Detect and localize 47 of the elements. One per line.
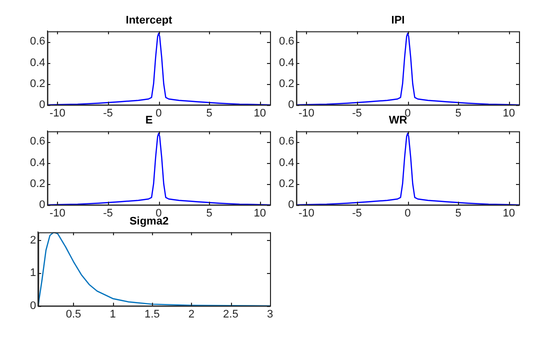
y-tick-label: 1 — [30, 267, 36, 280]
chart-title: IPI — [391, 14, 405, 27]
y-tick-label: 0.2 — [30, 78, 46, 90]
x-tick-label: -10 — [49, 107, 66, 120]
x-tick-label: -10 — [49, 207, 66, 220]
x-tick-label: -5 — [352, 207, 362, 220]
y-tick-label: 0.6 — [30, 36, 46, 48]
x-tick-label: 5 — [455, 207, 462, 220]
chart-title: E — [145, 114, 153, 127]
y-tick-label: 0.4 — [30, 156, 46, 169]
x-tick-label: 5 — [206, 107, 212, 120]
x-tick-label: 1.5 — [144, 308, 160, 320]
x-tick-label: -10 — [298, 107, 314, 120]
x-tick-label: 10 — [502, 207, 515, 220]
y-tick-label: 0.4 — [278, 56, 294, 69]
x-tick-label: -5 — [352, 107, 362, 120]
chart-title: WR — [388, 114, 408, 127]
x-tick-label: 2.5 — [223, 308, 238, 320]
x-tick-label: 5 — [206, 207, 212, 220]
x-tick-label: 5 — [455, 107, 462, 120]
y-tick-label: 2 — [30, 234, 36, 246]
y-tick-label: 0 — [39, 98, 46, 111]
y-tick-label: 0.4 — [30, 56, 46, 69]
x-tick-label: -5 — [103, 107, 113, 120]
y-tick-label: 0.4 — [278, 156, 294, 169]
y-tick-label: 0 — [288, 198, 294, 211]
y-tick-label: 0.2 — [278, 78, 294, 90]
x-tick-label: 0 — [156, 107, 162, 120]
x-tick-label: 10 — [502, 107, 515, 120]
x-tick-label: 3 — [266, 308, 274, 320]
x-tick-label: -10 — [298, 207, 314, 220]
y-tick-label: 0.6 — [278, 36, 294, 48]
y-tick-label: 0 — [39, 198, 46, 211]
x-tick-label: 10 — [254, 107, 266, 120]
y-tick-label: 0.6 — [30, 136, 46, 148]
x-tick-label: 0.5 — [66, 308, 82, 320]
y-tick-label: 0 — [288, 98, 294, 111]
x-tick-label: -5 — [103, 207, 113, 220]
x-tick-label: 0 — [404, 207, 411, 220]
y-tick-label: 0.6 — [278, 136, 294, 148]
y-tick-label: 0.2 — [30, 178, 46, 190]
y-tick-label: 0 — [30, 300, 36, 312]
x-tick-label: 1 — [110, 308, 116, 320]
y-tick-label: 0.2 — [278, 178, 294, 190]
x-tick-label: 10 — [254, 207, 266, 220]
x-tick-label: 2 — [188, 308, 194, 320]
chart-title: Intercept — [126, 14, 173, 27]
